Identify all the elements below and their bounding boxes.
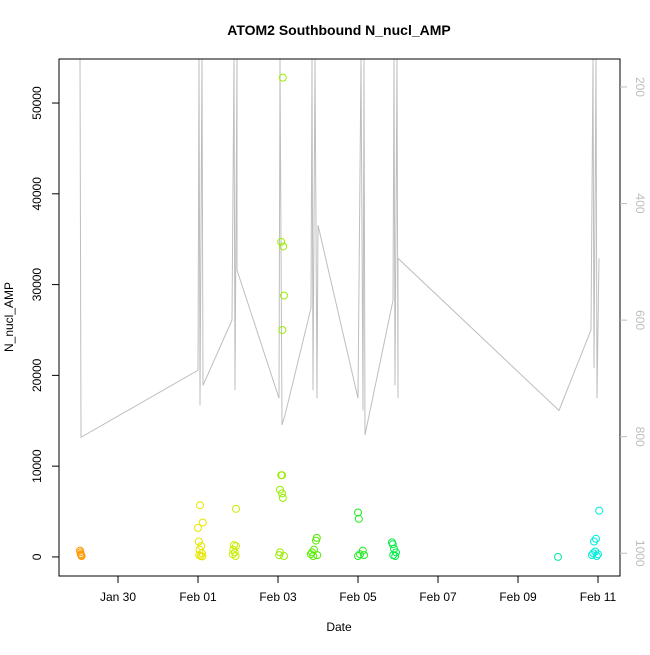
x-axis-title: Date (326, 620, 352, 634)
data-point (554, 552, 562, 561)
x-tick-label: Jan 30 (100, 590, 136, 604)
data-point (354, 508, 362, 517)
line-layer (79, 59, 600, 439)
data-point (278, 489, 286, 498)
y-tick-label: 40000 (30, 177, 44, 211)
y2-tick-label: 200 (633, 77, 647, 97)
y2-tick-label: 400 (633, 194, 647, 214)
y-tick-label: 0 (30, 553, 44, 560)
data-point (306, 550, 315, 559)
y2-tick-label: 1000 (633, 540, 647, 567)
data-point (280, 552, 288, 561)
data-point (275, 551, 284, 560)
data-point (232, 504, 240, 513)
data-point (278, 73, 287, 82)
data-point (354, 514, 363, 523)
y-tick-label: 20000 (30, 358, 44, 392)
data-point (309, 552, 318, 561)
data-point (594, 550, 602, 559)
x-tick-label: Feb 07 (419, 590, 457, 604)
data-point (588, 551, 596, 560)
data-point (592, 534, 600, 543)
data-point (278, 471, 286, 480)
data-point (356, 550, 364, 559)
data-point (590, 537, 598, 546)
data-point (280, 291, 288, 300)
profile-line (79, 59, 600, 439)
data-point (592, 552, 601, 561)
data-point (313, 551, 322, 560)
data-point (198, 552, 207, 561)
data-point (278, 325, 287, 334)
data-point (194, 537, 203, 546)
data-point (198, 518, 207, 527)
y-tick-label: 50000 (30, 86, 44, 120)
data-point (230, 548, 239, 557)
plot-frame (58, 58, 621, 577)
chart-title: ATOM2 Southbound N_nucl_AMP (227, 22, 450, 38)
y-axis-title: N_nucl_AMP (2, 282, 16, 352)
y2-tick-label: 600 (633, 310, 647, 330)
data-point (279, 242, 288, 251)
x-tick-label: Feb 03 (259, 590, 297, 604)
y-tick-label: 10000 (30, 449, 44, 483)
data-point (312, 536, 320, 545)
x-tick-label: Feb 09 (499, 590, 537, 604)
data-point (231, 552, 240, 561)
data-point (360, 551, 368, 560)
data-point (388, 540, 397, 549)
x-tick-label: Feb 05 (339, 590, 377, 604)
data-point (196, 501, 204, 510)
data-point (391, 552, 400, 561)
x-tick-label: Feb 01 (179, 590, 217, 604)
data-point (392, 548, 400, 557)
data-point (354, 552, 362, 561)
point-layer (76, 73, 604, 561)
data-point (278, 493, 287, 502)
data-point (77, 552, 86, 561)
data-point (595, 506, 604, 515)
data-point (194, 523, 202, 532)
x-tick-label: Feb 11 (580, 590, 617, 604)
data-point (277, 237, 286, 246)
y2-tick-label: 800 (633, 427, 647, 447)
y-tick-label: 30000 (30, 268, 44, 302)
